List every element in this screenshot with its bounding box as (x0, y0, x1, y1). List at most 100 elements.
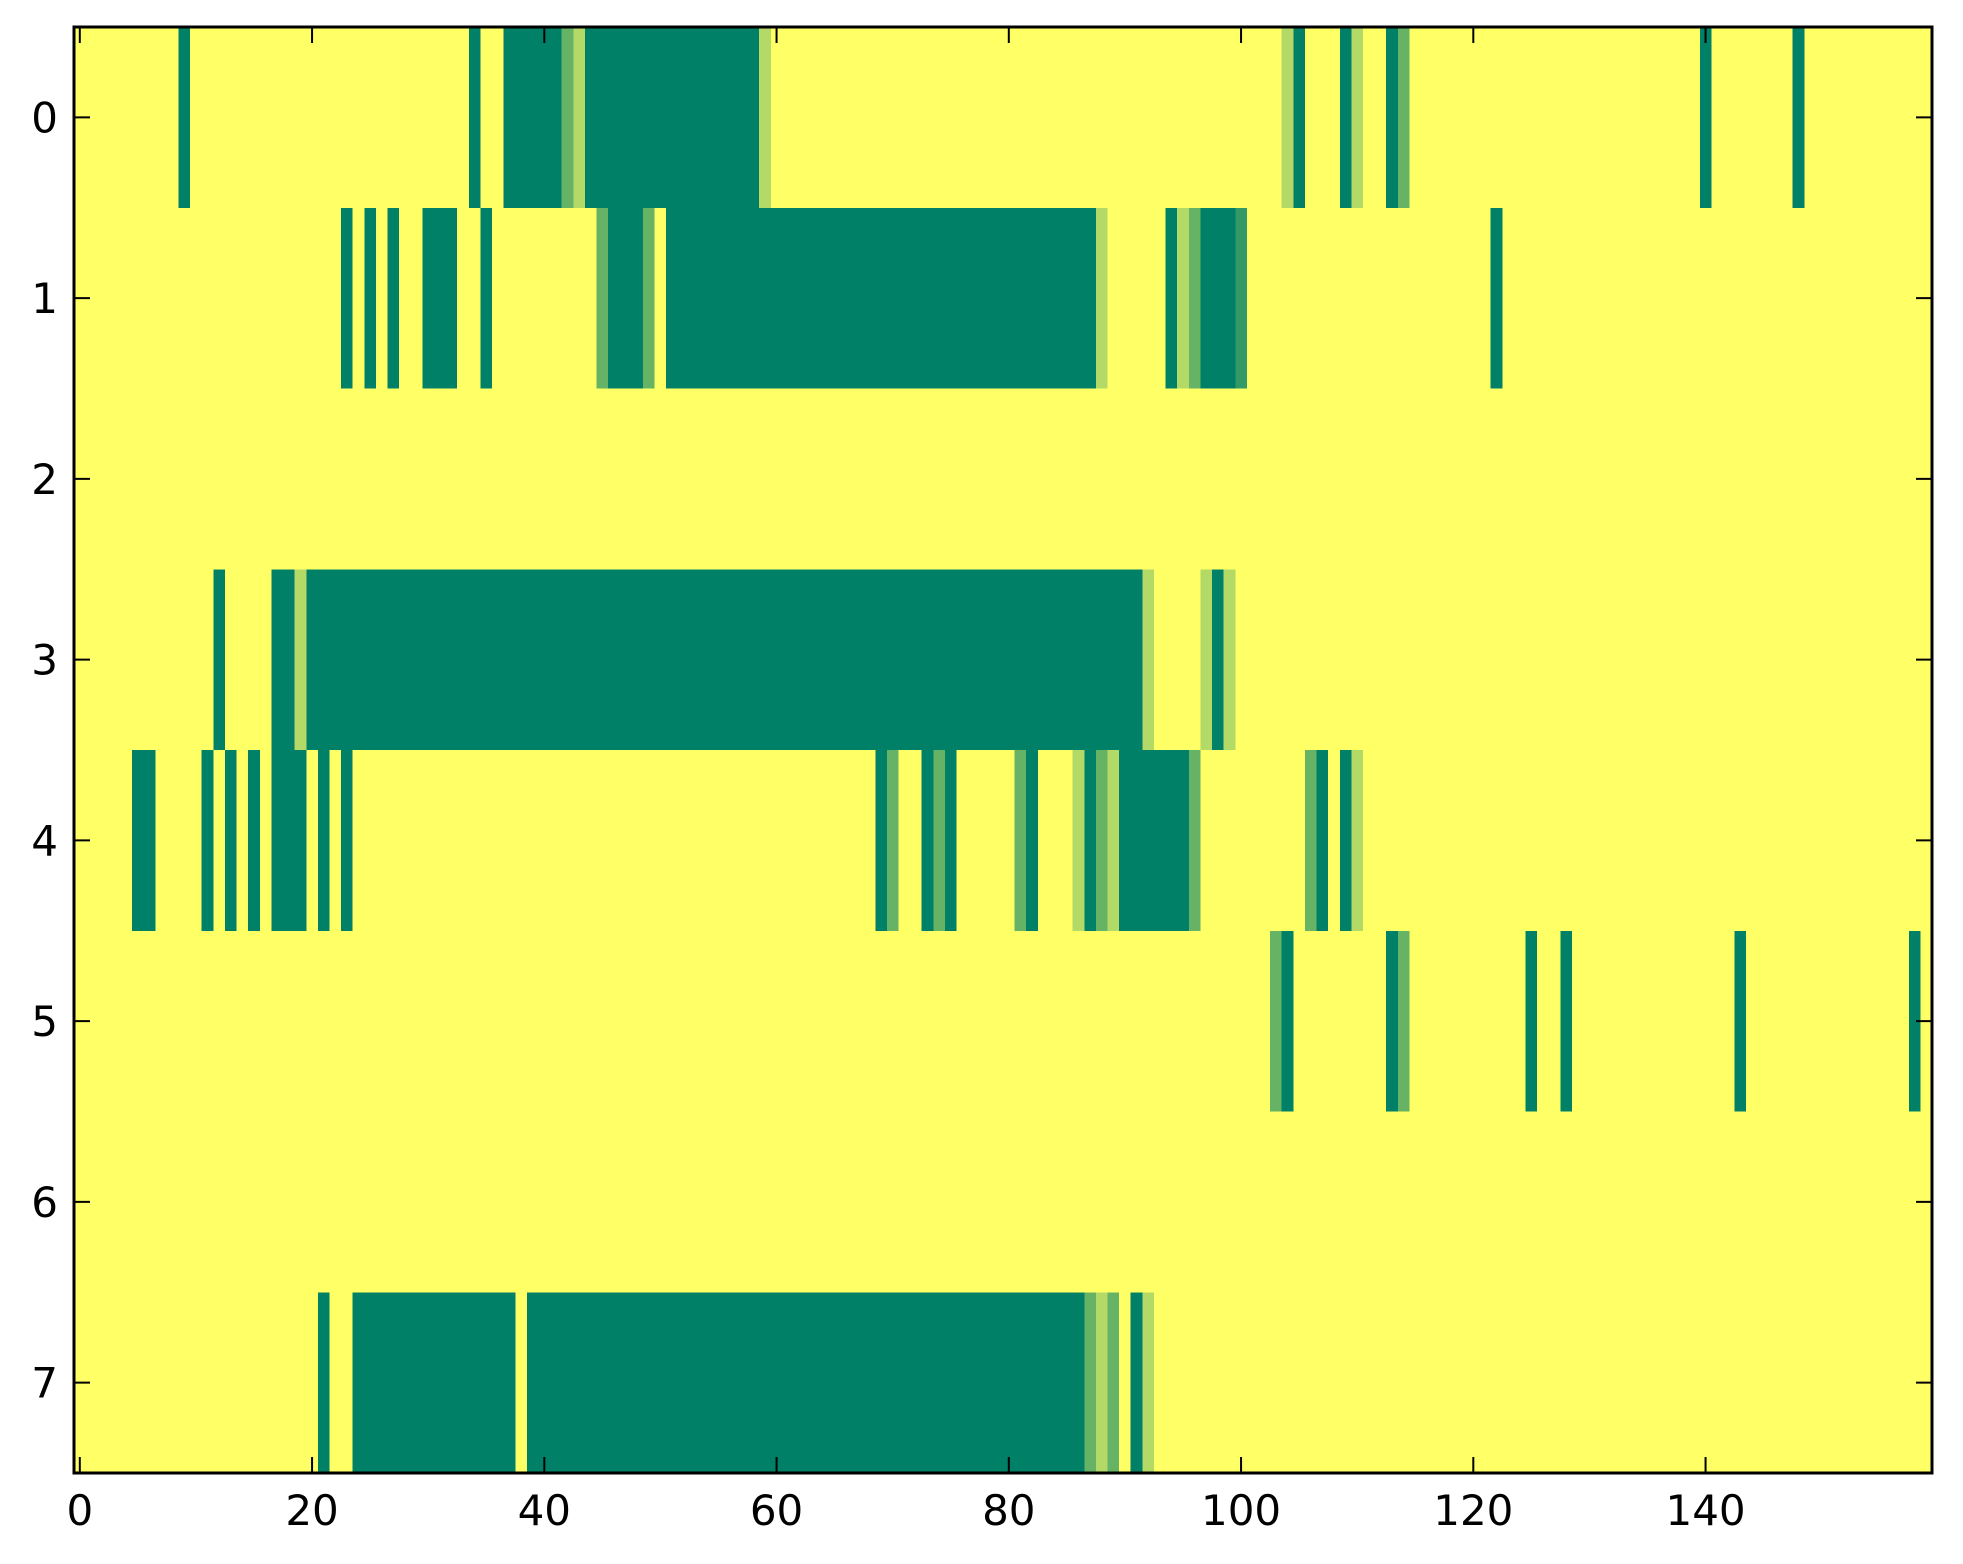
heatmap-cell (1293, 27, 1305, 208)
heatmap-cell (584, 27, 760, 208)
heatmap-cell (1339, 750, 1352, 931)
heatmap-cell (1525, 930, 1538, 1112)
x-tick-label: 100 (1201, 1486, 1281, 1535)
heatmap-cell (944, 750, 957, 931)
heatmap-cell (1200, 569, 1213, 750)
heatmap-cell (1351, 750, 1363, 931)
heatmap-cell (1351, 27, 1363, 208)
heatmap-cell (178, 27, 191, 208)
heatmap-cell (1072, 750, 1085, 931)
heatmap-cell (317, 1292, 330, 1473)
heatmap-cell (1165, 207, 1178, 389)
heatmap-cell (1212, 569, 1224, 750)
heatmap-cell (248, 750, 260, 931)
heatmap-cell (1386, 27, 1398, 208)
y-tick-label: 7 (31, 1359, 58, 1408)
heatmap-cell (341, 750, 353, 931)
heatmap-cell (1084, 750, 1096, 931)
y-tick-label: 0 (31, 93, 58, 142)
heatmap-cell (364, 207, 376, 389)
heatmap-cell (1142, 1292, 1154, 1473)
heatmap-cell (561, 27, 574, 208)
x-tick-label: 0 (66, 1486, 93, 1535)
heatmap-cell (1699, 27, 1712, 208)
heatmap-cell (1339, 27, 1352, 208)
heatmap-cell (875, 750, 887, 931)
heatmap-cell (1014, 750, 1027, 931)
heatmap-cell (1095, 207, 1108, 389)
heatmap-cell (317, 750, 330, 931)
y-tick-label: 4 (31, 816, 58, 865)
heatmap-cell (1188, 207, 1201, 389)
heatmap-cell (352, 1292, 516, 1473)
heatmap-cell (503, 27, 562, 208)
heatmap-cell (886, 750, 899, 931)
heatmap-cell (1119, 750, 1189, 931)
y-tick-label: 3 (31, 636, 58, 685)
heatmap-cell (1386, 930, 1398, 1112)
heatmap-cell (201, 750, 214, 931)
heatmap-cell (1200, 207, 1236, 389)
heatmap-cell (1177, 207, 1189, 389)
heatmap-cell (1107, 750, 1120, 931)
heatmap-cell (1130, 1292, 1143, 1473)
heatmap-cell (271, 750, 307, 931)
x-tick-label: 120 (1433, 1486, 1513, 1535)
heatmap-cell (387, 207, 400, 389)
x-tick-label: 20 (285, 1486, 338, 1535)
heatmap-cell (1734, 930, 1747, 1112)
heatmap-cell (1908, 930, 1921, 1112)
heatmap-cell (1792, 27, 1805, 208)
heatmap-cell (1095, 1292, 1108, 1473)
plot-frame (72, 25, 1934, 1475)
heatmap-cell (933, 750, 945, 931)
heatmap-cell (1281, 930, 1294, 1112)
axis-ticks (74, 27, 1932, 1473)
heatmap-cell (573, 27, 585, 208)
y-tick-label: 5 (31, 997, 58, 1046)
heatmap-cell (1107, 1292, 1120, 1473)
heatmap-cell (1270, 930, 1282, 1112)
heatmap-cell (759, 27, 771, 208)
x-tick-label: 140 (1665, 1486, 1745, 1535)
heatmap-cell (294, 569, 307, 750)
heatmap-cell (921, 750, 934, 931)
heatmap-cell (341, 207, 353, 389)
x-tick-label: 40 (518, 1486, 571, 1535)
heatmap-cell (1316, 750, 1329, 931)
heatmap-cell (1026, 750, 1038, 931)
heatmap-cell (480, 207, 493, 389)
heatmap-cell (1142, 569, 1154, 750)
heatmap-cell (1397, 930, 1410, 1112)
heatmap-cells (132, 27, 1921, 1473)
heatmap-cell (224, 750, 237, 931)
y-tick-label: 2 (31, 455, 58, 504)
x-tick-labels: 0 20 40 60 80 100 120 140 (66, 1486, 1745, 1535)
heatmap-cell (468, 27, 481, 208)
heatmap-cell (1304, 750, 1317, 931)
heatmap-cell (1095, 750, 1108, 931)
x-tick-label: 80 (982, 1486, 1035, 1535)
heatmap-cell (132, 750, 156, 931)
heatmap-cell (213, 569, 225, 750)
heatmap-cell (1490, 207, 1503, 389)
y-tick-label: 6 (31, 1178, 58, 1227)
heatmap-cell (666, 207, 1096, 389)
heatmap-cell (1397, 27, 1410, 208)
y-tick-labels: 0 1 2 3 4 5 6 7 (31, 93, 58, 1407)
heatmap-cell (1235, 207, 1247, 389)
y-tick-label: 1 (31, 274, 58, 323)
heatmap-cell (306, 569, 1143, 750)
x-tick-label: 60 (750, 1486, 803, 1535)
heatmap-cell (1560, 930, 1573, 1112)
heatmap-cell (526, 1292, 1085, 1473)
heatmap-cell (1223, 569, 1236, 750)
heatmap-cell (271, 569, 295, 750)
heatmap-cell (596, 207, 609, 389)
heatmap-cell (1188, 750, 1201, 931)
heatmap-cell (1281, 27, 1294, 208)
heatmap-cell (643, 207, 655, 389)
heatmap-cell (608, 207, 644, 389)
heatmap-cell (422, 207, 458, 389)
